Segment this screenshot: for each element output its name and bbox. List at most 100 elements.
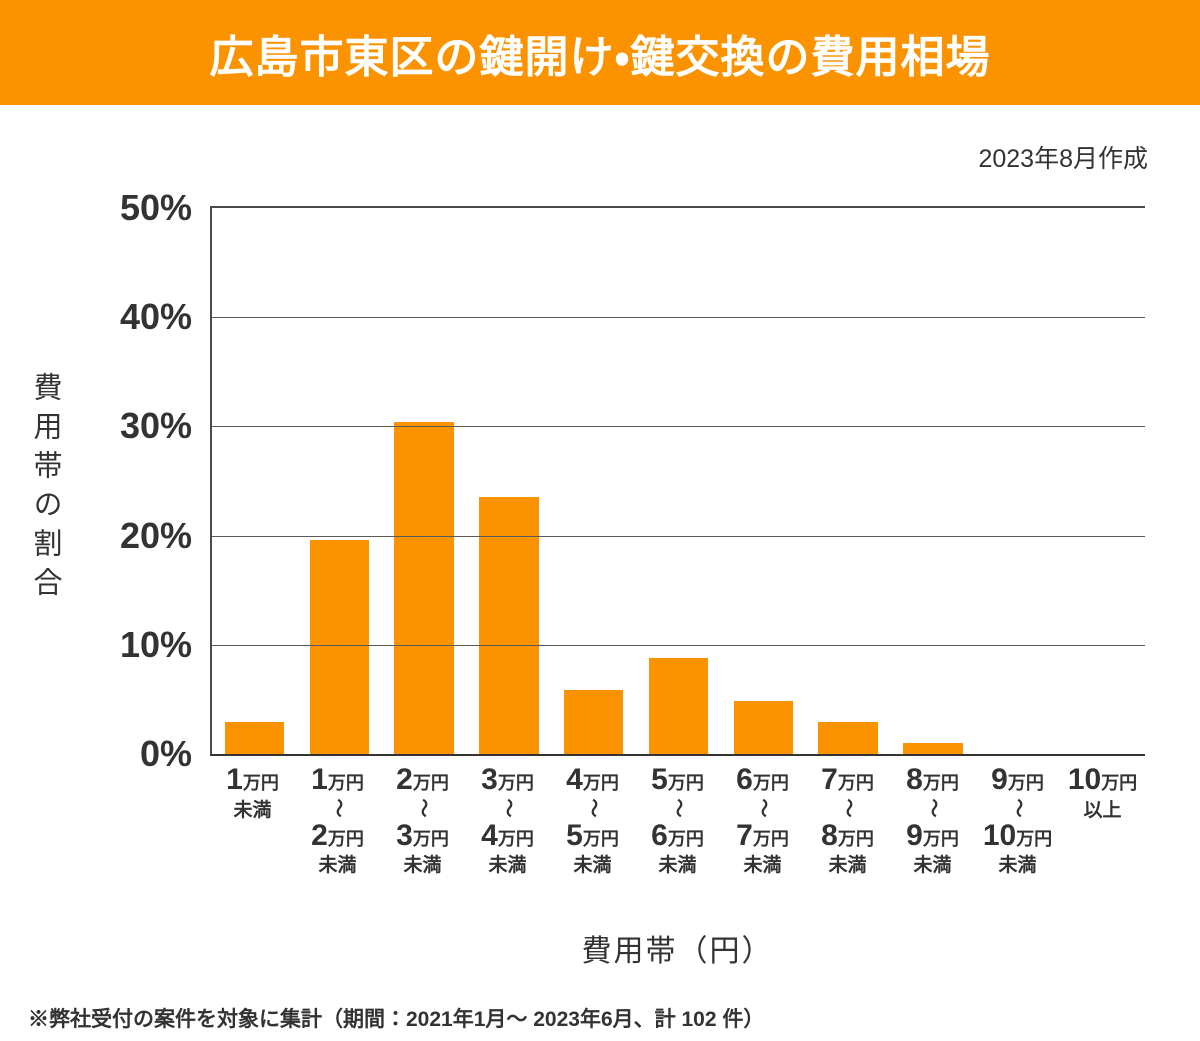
x-label-unit: 万円 <box>1101 773 1138 793</box>
x-label-note: 未満 <box>658 855 697 877</box>
x-label-number: 8 <box>821 818 838 852</box>
bar <box>903 743 963 754</box>
bar <box>648 657 709 754</box>
x-label-unit: 万円 <box>752 828 789 849</box>
x-label-unit: 万円 <box>1007 773 1044 793</box>
tilde-separator: ～ <box>667 798 689 818</box>
x-label-number: 4 <box>566 763 583 796</box>
tilde-separator: ～ <box>837 798 859 818</box>
x-label-line: 4万円 <box>550 763 635 797</box>
x-label-number: 10 <box>982 818 1017 852</box>
bar <box>563 689 624 754</box>
x-label-unit: 万円 <box>497 773 534 793</box>
bar-column <box>212 208 297 754</box>
bar <box>394 422 454 754</box>
x-label-note: 未満 <box>828 855 867 877</box>
x-label-line: 6万円 <box>635 819 720 853</box>
y-tick-label: 20% <box>119 514 192 556</box>
bar <box>479 497 539 754</box>
y-tick-label: 40% <box>119 296 192 338</box>
gridline <box>212 426 1145 428</box>
x-label-unit: 万円 <box>327 773 364 793</box>
x-label-number: 3 <box>396 818 413 852</box>
tilde-separator: ～ <box>497 798 519 818</box>
x-label-unit: 万円 <box>922 773 959 793</box>
x-category-label: 1万円～ 2万円 未満 <box>295 763 380 879</box>
x-label-note: 未満 <box>998 855 1037 877</box>
x-category-label: 8万円～ 9万円 未満 <box>890 763 975 879</box>
x-label-unit: 万円 <box>582 773 619 793</box>
x-label-line: 10万円 <box>975 819 1060 853</box>
x-category-label: 10万円 以上 <box>1060 763 1145 879</box>
x-label-unit: 万円 <box>582 828 619 849</box>
x-label-unit: 万円 <box>837 828 874 849</box>
bar-series <box>212 208 1145 754</box>
x-category-label: 5万円～ 6万円 未満 <box>635 763 720 879</box>
x-label-line: 1万円 <box>210 763 295 797</box>
bar-column <box>297 208 382 754</box>
x-label-number: 4 <box>481 818 498 852</box>
tilde-separator: ～ <box>582 798 604 818</box>
x-category-label: 4万円～ 5万円 未満 <box>550 763 635 879</box>
bar-column <box>891 208 976 754</box>
created-date: 2023年8月作成 <box>978 145 1148 173</box>
x-category-label: 7万円～ 8万円 未満 <box>805 763 890 879</box>
x-label-line: 8万円 <box>805 819 890 853</box>
y-tick-label: 0% <box>139 733 192 774</box>
page-title: 広島市東区の鍵開け・鍵交換の費用相場 <box>209 32 991 82</box>
x-label-unit: 万円 <box>497 828 534 849</box>
gridline <box>212 535 1145 537</box>
gridline <box>212 644 1145 646</box>
bar-column <box>721 208 806 754</box>
x-label-line: 1万円 <box>295 763 380 797</box>
x-label-unit: 万円 <box>327 828 364 849</box>
x-label-number: 3 <box>481 763 498 796</box>
tilde-separator: ～ <box>752 798 774 818</box>
gridline <box>212 317 1145 319</box>
bar-column <box>1060 208 1145 754</box>
x-label-line: 3万円 <box>465 763 550 797</box>
x-label-note: 未満 <box>573 855 612 877</box>
bar <box>818 722 878 754</box>
x-label-number: 2 <box>396 763 413 796</box>
bar <box>733 700 793 754</box>
title-banner: 広島市東区の鍵開け・鍵交換の費用相場 <box>0 0 1200 105</box>
tilde-separator: ～ <box>412 798 434 818</box>
footnote: ※弊社受付の案件を対象に集計（期間：2021年1月～ 2023年6月、計 102… <box>28 1008 765 1031</box>
x-axis-labels: 1万円 未満 1万円～ 2万円 未満 2万円～ 3万円 未満 3万円～ 4万円 未満 4万円～ 5万円未… <box>210 763 1145 879</box>
x-label-line: 8万円 <box>890 763 975 797</box>
x-label-unit: 万円 <box>412 773 449 793</box>
x-category-label: 3万円～ 4万円 未満 <box>465 763 550 879</box>
bar <box>309 539 369 754</box>
x-label-unit: 万円 <box>667 773 704 793</box>
x-label-number: 8 <box>906 763 923 796</box>
x-label-unit: 万円 <box>412 828 449 849</box>
x-label-number: 9 <box>906 818 923 852</box>
tilde-separator: ～ <box>922 798 944 818</box>
x-label-note: 未満 <box>488 855 527 877</box>
y-tick-label: 10% <box>119 623 192 665</box>
x-label-note: 未満 <box>403 855 442 877</box>
x-label-note: 未満 <box>233 799 272 821</box>
x-label-line: 7万円 <box>805 763 890 797</box>
x-label-note: 以上 <box>1083 799 1122 821</box>
x-label-number: 2 <box>311 818 328 852</box>
x-label-line: 9万円 <box>975 763 1060 797</box>
bar-column <box>382 208 467 754</box>
x-label-line: 4万円 <box>465 819 550 853</box>
x-label-number: 7 <box>821 763 838 796</box>
x-label-line: 10万円 <box>1060 763 1145 797</box>
plot-area: 50% 40% 30% 20% 10% 0% <box>120 190 1145 772</box>
x-label-unit: 万円 <box>837 773 874 793</box>
x-label-line: 6万円 <box>720 763 805 797</box>
x-category-label: 1万円 未満 <box>210 763 295 879</box>
bar <box>224 722 285 754</box>
x-label-number: 5 <box>566 818 583 852</box>
x-category-label: 9万円～ 10万円 未満 <box>975 763 1060 879</box>
bar-column <box>975 208 1060 754</box>
tilde-separator: ～ <box>327 798 349 818</box>
x-label-number: 6 <box>736 763 753 796</box>
x-label-number: 1 <box>311 763 328 796</box>
x-label-number: 6 <box>651 818 668 852</box>
